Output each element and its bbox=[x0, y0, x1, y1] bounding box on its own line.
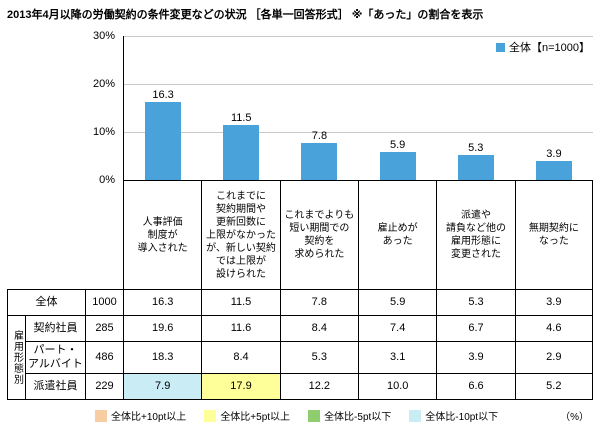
table-value-cell: 2.9 bbox=[514, 342, 593, 374]
table-value-cell: 3.9 bbox=[514, 290, 593, 316]
row-n-value: 229 bbox=[85, 374, 123, 400]
category-row-spacer bbox=[7, 181, 123, 289]
table-value-cell: 5.3 bbox=[279, 342, 358, 374]
y-tick-label: 10% bbox=[92, 126, 115, 138]
summary-table: 全体 1000 16.3 11.5 7.8 5.9 5.3 3.9 雇用形態別 契約社員 285 19… bbox=[7, 289, 593, 400]
footer-legend-label: 全体比-5pt以下 bbox=[324, 412, 392, 423]
table-value-cell: 8.4 bbox=[201, 342, 280, 374]
row-label: 全体 bbox=[7, 290, 85, 316]
footer: 全体比+10pt以上 全体比+5pt以上 全体比-5pt以下 全体比-10pt以下 （… bbox=[7, 408, 593, 423]
table-value-cell: 3.1 bbox=[358, 342, 437, 374]
y-tick-label: 0% bbox=[99, 174, 115, 186]
bar-value-label: 5.3 bbox=[468, 141, 484, 154]
bar bbox=[535, 161, 572, 180]
category-header-row: 人事評価 制度が 導入された これまでに 契約期間や 更新回数に 上限がなかった … bbox=[7, 181, 593, 289]
bar-value-label: 5.9 bbox=[389, 138, 406, 151]
bar-value-label: 11.5 bbox=[230, 111, 252, 124]
table-value-cell: 7.8 bbox=[279, 290, 358, 316]
category-cell: これまでに 契約期間や 更新回数に 上限がなかった が、新しい契約 では上限が … bbox=[201, 181, 279, 289]
category-cell: 派遣や 請負など他の 雇用形態に 変更された bbox=[436, 181, 514, 289]
y-axis: 30% 20% 10% 0% bbox=[7, 30, 123, 186]
gridline bbox=[124, 36, 593, 37]
gridline bbox=[124, 84, 593, 85]
row-n-value: 486 bbox=[85, 342, 123, 374]
bar-column: 5.9 bbox=[359, 36, 437, 180]
footer-legend-item: 全体比+5pt以上 bbox=[204, 408, 290, 423]
table-value-cell: 3.9 bbox=[436, 342, 515, 374]
footer-legend-swatch-icon bbox=[95, 409, 107, 422]
category-cell: これまでよりも 短い期間での 契約を 求められた bbox=[279, 181, 358, 289]
table-value-cell: 4.6 bbox=[514, 316, 593, 342]
table-value-cell: 12.2 bbox=[279, 374, 358, 400]
bar bbox=[457, 154, 494, 180]
row-n-value: 285 bbox=[85, 316, 123, 342]
bar-column: 3.9 bbox=[515, 36, 593, 180]
footer-legend-item: 全体比-10pt以下 bbox=[409, 408, 498, 423]
y-tick-label: 30% bbox=[92, 30, 115, 42]
y-tick-label: 20% bbox=[92, 78, 115, 90]
bar-column: 7.8 bbox=[280, 36, 358, 180]
table-value-cell: 10.0 bbox=[358, 374, 437, 400]
unit-label: （%） bbox=[560, 412, 589, 423]
gridline bbox=[124, 132, 593, 133]
bar-chart: 30% 20% 10% 0% 16.3 11.5 7.8 5.9 5.3 3.9 全体【n=10… bbox=[7, 30, 593, 186]
table-value-cell: 7.9 bbox=[123, 374, 202, 400]
bar-value-label: 3.9 bbox=[546, 148, 562, 161]
bar-column: 16.3 bbox=[124, 36, 202, 180]
table-value-cell: 6.6 bbox=[436, 374, 515, 400]
legend-swatch-icon bbox=[495, 42, 505, 52]
table-value-cell: 5.9 bbox=[358, 290, 437, 316]
category-cells: 人事評価 制度が 導入された これまでに 契約期間や 更新回数に 上限がなかった … bbox=[123, 181, 593, 289]
legend-label: 全体【n=1000】 bbox=[508, 42, 590, 54]
table-value-cell: 19.6 bbox=[123, 316, 202, 342]
chart-legend: 全体【n=1000】 bbox=[495, 39, 590, 55]
footer-legend-swatch-icon bbox=[409, 409, 422, 422]
table-value-cell: 17.9 bbox=[201, 374, 280, 400]
plot-area: 16.3 11.5 7.8 5.9 5.3 3.9 全体【n=1000】 bbox=[123, 36, 593, 181]
table-value-cell: 16.3 bbox=[123, 290, 202, 316]
category-cell: 人事評価 制度が 導入された bbox=[123, 181, 201, 289]
table-value-cell: 11.6 bbox=[201, 316, 280, 342]
table-value-cell: 6.7 bbox=[436, 316, 515, 342]
row-n-value: 1000 bbox=[85, 290, 123, 316]
footer-legend-label: 全体比+10pt以上 bbox=[111, 412, 187, 423]
table-value-cell: 8.4 bbox=[279, 316, 358, 342]
footer-legend-item: 全体比+10pt以上 bbox=[95, 408, 186, 423]
page-title: 2013年4月以降の労働契約の条件変更などの状況 ［各単一回答形式］ ※「あった… bbox=[7, 9, 484, 21]
row-label: 派遣社員 bbox=[25, 374, 85, 400]
footer-legend-label: 全体比-10pt以下 bbox=[425, 412, 499, 423]
table-value-cell: 5.3 bbox=[436, 290, 515, 316]
bar bbox=[223, 124, 260, 180]
footer-legend-swatch-icon bbox=[204, 409, 217, 422]
footer-legend-item: 全体比-5pt以下 bbox=[308, 408, 391, 423]
category-cell: 雇止めが あった bbox=[358, 181, 436, 289]
bar-value-label: 7.8 bbox=[311, 129, 328, 142]
table-value-cell: 11.5 bbox=[201, 290, 280, 316]
footer-legend-swatch-icon bbox=[308, 409, 321, 422]
row-group-label: 雇用形態別 bbox=[7, 316, 25, 400]
row-label: 契約社員 bbox=[25, 316, 85, 342]
table-value-cell: 7.4 bbox=[358, 316, 437, 342]
row-label: パート・ アルバイト bbox=[25, 342, 85, 374]
bar-column: 11.5 bbox=[202, 36, 280, 180]
bar-column: 5.3 bbox=[437, 36, 515, 180]
category-cell: 無期契約に なった bbox=[514, 181, 593, 289]
bar bbox=[379, 151, 416, 180]
bar bbox=[145, 101, 182, 180]
bar bbox=[301, 142, 338, 180]
bars: 16.3 11.5 7.8 5.9 5.3 3.9 bbox=[124, 36, 593, 180]
bar-value-label: 16.3 bbox=[152, 88, 174, 101]
footer-legend-label: 全体比+5pt以上 bbox=[220, 412, 291, 423]
table-value-cell: 5.2 bbox=[514, 374, 593, 400]
footer-legend: 全体比+10pt以上 全体比+5pt以上 全体比-5pt以下 全体比-10pt以下 bbox=[95, 408, 516, 423]
table-value-cell: 18.3 bbox=[123, 342, 202, 374]
